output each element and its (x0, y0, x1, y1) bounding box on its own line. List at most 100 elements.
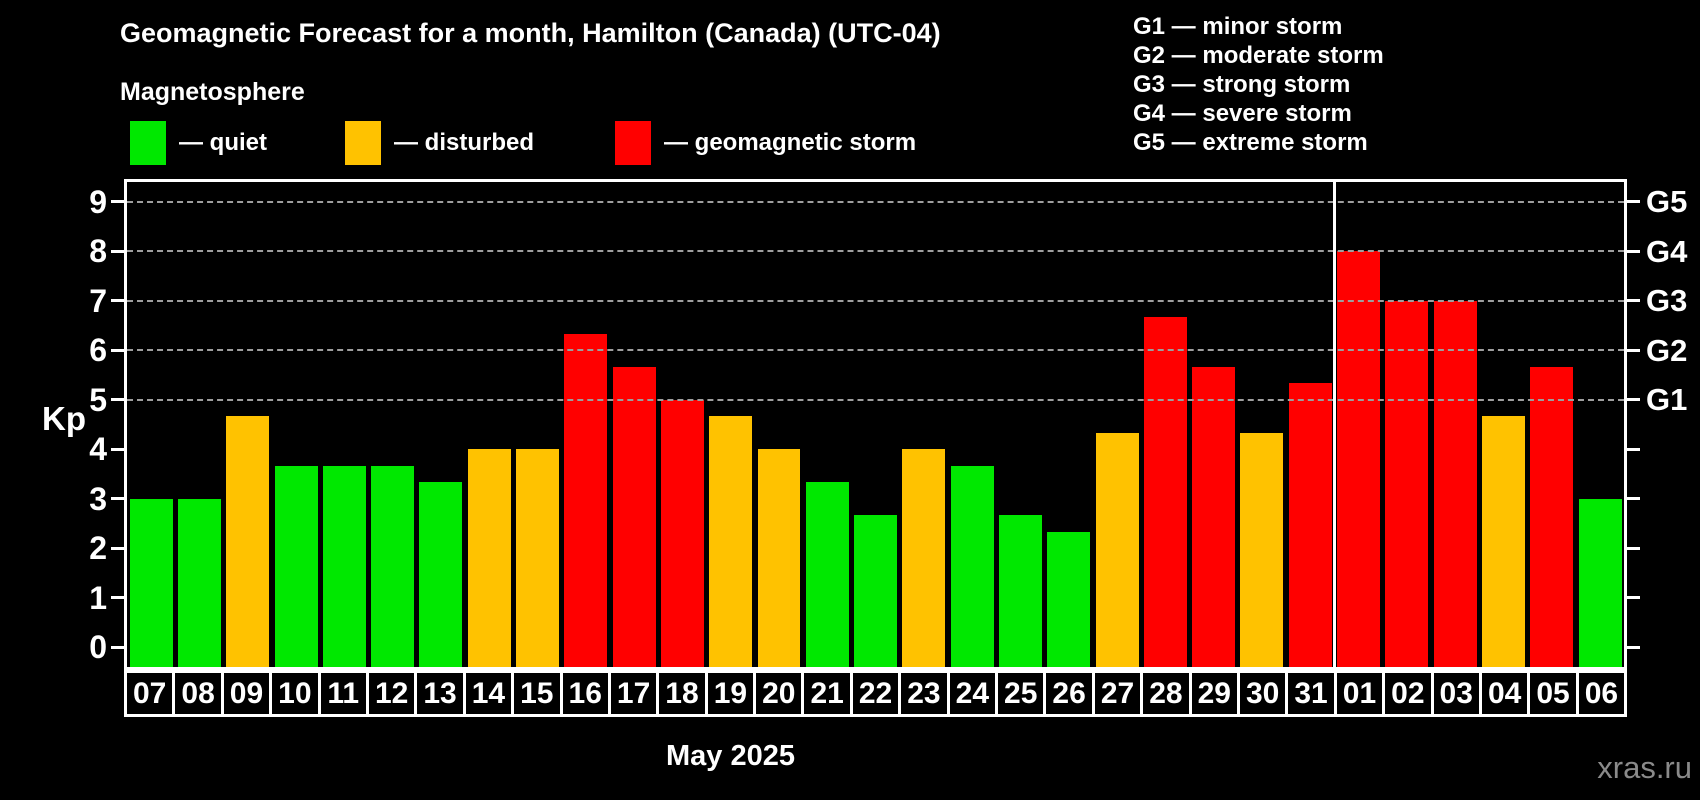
kp-bar-day-25 (999, 515, 1042, 667)
bar-slot-28 (1141, 182, 1189, 667)
left-tick-kp-8 (111, 249, 124, 253)
legend-label: — disturbed (394, 129, 535, 156)
g-scale-legend-line: G4 — severe storm (1133, 100, 1352, 127)
day-label-30: 30 (1236, 670, 1289, 717)
day-label-20: 20 (753, 670, 805, 717)
bar-slot-12 (368, 182, 416, 667)
gridline-kp-6 (127, 349, 1624, 352)
kp-bar-day-12 (371, 465, 415, 667)
bar-slot-18 (658, 182, 706, 667)
day-label-28: 28 (1140, 670, 1192, 717)
y-axis-label-8: 8 (89, 233, 107, 270)
page-title: Geomagnetic Forecast for a month, Hamilt… (120, 18, 941, 48)
y-axis-label-6: 6 (89, 332, 107, 369)
bar-slot-10 (272, 182, 320, 667)
g-scale-legend-line: G1 — minor storm (1133, 13, 1343, 40)
left-tick-kp-1 (111, 596, 124, 600)
kp-bar-day-01 (1337, 251, 1381, 667)
kp-bar-day-02 (1385, 300, 1429, 667)
bar-slot-16 (562, 182, 610, 667)
kp-bar-day-10 (274, 465, 318, 667)
g-scale-legend-line: G2 — moderate storm (1133, 42, 1384, 69)
right-tick-kp-2 (1627, 546, 1640, 550)
day-label-14: 14 (462, 670, 515, 717)
bar-slot-29 (1190, 182, 1238, 667)
day-label-26: 26 (1043, 670, 1095, 717)
day-label-13: 13 (414, 670, 466, 717)
y-axis-label-9: 9 (89, 183, 107, 220)
gridline-kp-5 (127, 398, 1624, 401)
day-label-22: 22 (849, 670, 902, 717)
bar-slot-03 (1431, 182, 1479, 667)
day-label-09: 09 (220, 670, 273, 717)
y-axis-label-0: 0 (89, 629, 107, 666)
right-tick-kp-6 (1627, 348, 1640, 352)
day-label-02: 02 (1382, 670, 1434, 717)
kp-bar-day-26 (1047, 531, 1091, 667)
bar-slot-21 (803, 182, 851, 667)
y-axis-label-4: 4 (89, 431, 107, 468)
month-separator-line (1332, 182, 1336, 667)
bar-slot-14 (465, 182, 513, 667)
day-label-05: 05 (1527, 670, 1579, 717)
kp-bar-day-20 (757, 449, 801, 667)
kp-bar-day-22 (854, 515, 898, 667)
legend-item-storm: — geomagnetic storm (615, 121, 916, 165)
x-axis-month-label: May 2025 (666, 740, 795, 772)
status-legend: — quiet — disturbed — geomagnetic storm (130, 121, 1030, 169)
kp-bar-day-07 (129, 498, 173, 667)
right-axis-label-G2: G2 (1646, 332, 1688, 368)
day-label-07: 07 (124, 670, 176, 717)
kp-bar-day-04 (1481, 416, 1525, 667)
right-axis-label-G5: G5 (1646, 184, 1688, 220)
day-label-23: 23 (898, 670, 950, 717)
kp-bar-day-17 (612, 366, 656, 667)
bar-slot-30 (1238, 182, 1286, 667)
kp-bar-day-14 (467, 449, 511, 667)
day-label-11: 11 (317, 670, 369, 717)
kp-bar-day-28 (1143, 317, 1187, 667)
kp-bar-day-03 (1433, 300, 1477, 667)
legend-item-quiet: — quiet (130, 121, 267, 165)
bar-slot-24 (948, 182, 996, 667)
bar-slot-25 (996, 182, 1044, 667)
bar-slot-05 (1528, 182, 1576, 667)
day-label-19: 19 (704, 670, 757, 717)
gridline-kp-9 (127, 200, 1624, 203)
legend-label: — quiet (179, 129, 267, 156)
gridline-kp-7 (127, 299, 1624, 302)
bar-slot-08 (175, 182, 223, 667)
watermark: xras.ru (1597, 750, 1692, 785)
kp-bar-day-15 (516, 449, 559, 667)
kp-bar-day-31 (1288, 383, 1332, 667)
kp-bar-day-30 (1240, 432, 1284, 667)
day-label-15: 15 (511, 670, 563, 717)
kp-bar-day-11 (322, 465, 366, 667)
bar-slot-09 (224, 182, 272, 667)
x-axis-day-labels: 07 08 09 10 11 12 13 14 15 16 17 18 19 20 21 22 23 24 25 26… (124, 670, 1628, 717)
bar-slot-02 (1383, 182, 1431, 667)
right-tick-kp-1 (1627, 596, 1640, 600)
right-tick-kp-7 (1627, 299, 1640, 303)
left-tick-kp-6 (111, 348, 124, 352)
day-label-25: 25 (995, 670, 1047, 717)
quiet-swatch (130, 121, 166, 165)
y-axis-label-5: 5 (89, 381, 107, 418)
left-tick-kp-9 (111, 200, 124, 204)
left-tick-kp-0 (111, 645, 124, 649)
left-tick-kp-4 (111, 447, 124, 451)
bar-slot-01 (1334, 182, 1382, 667)
day-label-29: 29 (1188, 670, 1240, 717)
right-axis-label-G4: G4 (1646, 233, 1688, 269)
g-scale-legend-line: G5 — extreme storm (1133, 129, 1368, 156)
bar-slot-26 (1045, 182, 1093, 667)
bar-slot-23 (900, 182, 948, 667)
bars-container (127, 182, 1624, 667)
y-axis-label-7: 7 (89, 282, 107, 319)
kp-bar-day-21 (805, 482, 849, 667)
day-label-31: 31 (1285, 670, 1337, 717)
bar-slot-04 (1479, 182, 1527, 667)
bar-slot-27 (1093, 182, 1141, 667)
day-label-16: 16 (559, 670, 611, 717)
bar-slot-22 (851, 182, 899, 667)
